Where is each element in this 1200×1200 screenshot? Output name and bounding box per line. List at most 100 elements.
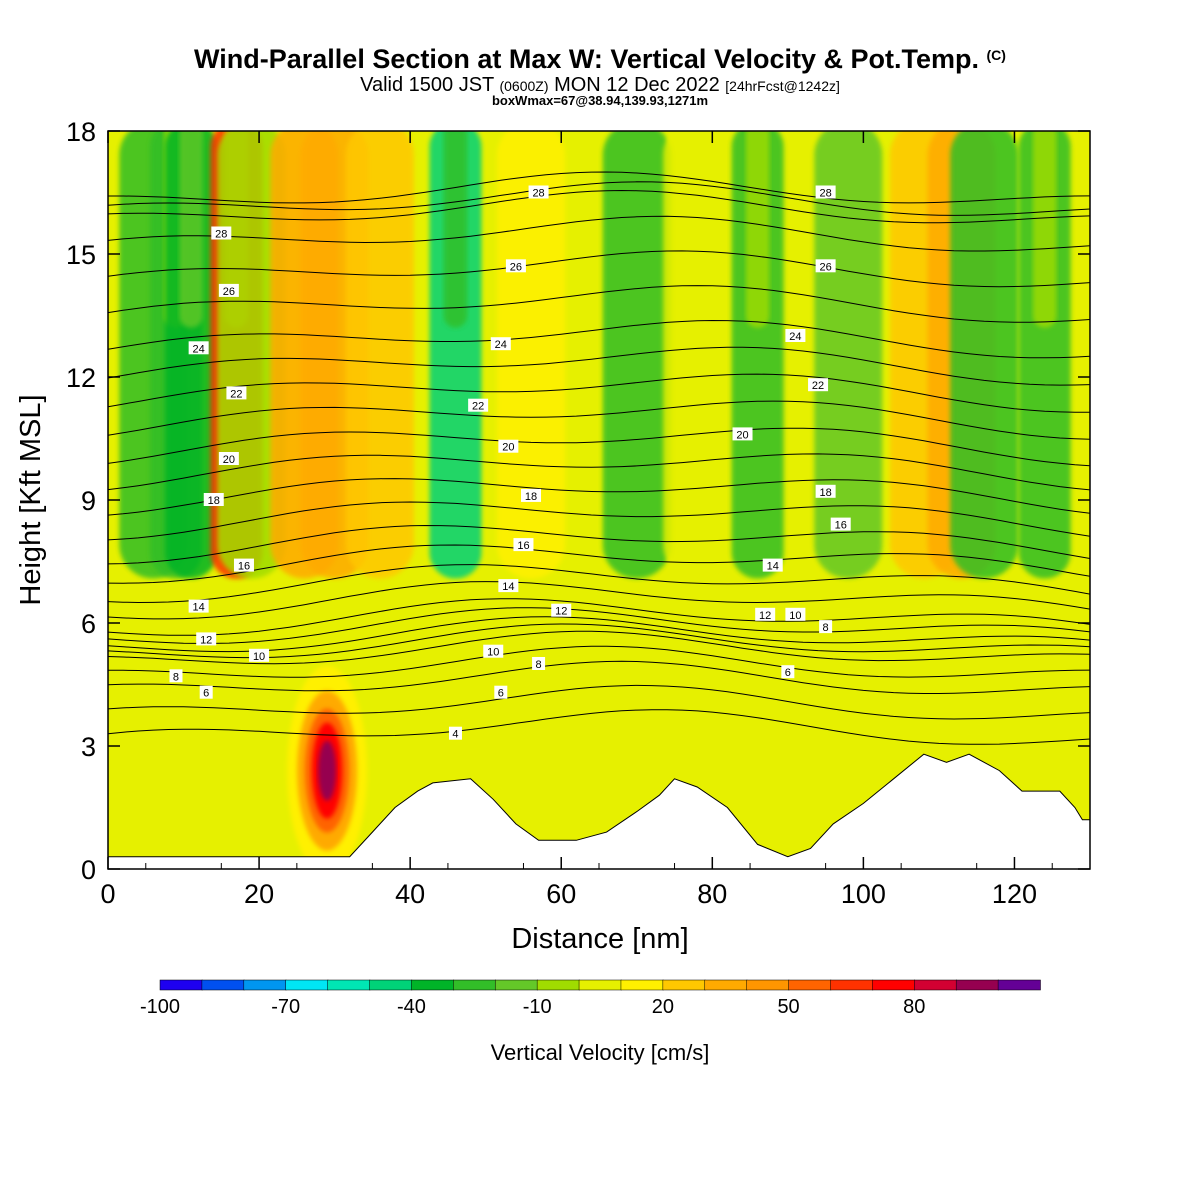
theta-label-text: 8	[173, 671, 179, 683]
velocity-band-7	[345, 131, 414, 579]
theta-label: 18	[521, 488, 542, 503]
theta-contour	[108, 598, 1090, 636]
theta-label: 24	[188, 341, 209, 355]
theta-label: 10	[483, 644, 504, 659]
colorbar-tick-label: -10	[523, 996, 552, 1018]
velocity-band-13	[814, 131, 883, 579]
colorbar-swatch	[662, 979, 706, 991]
theta-contour	[108, 478, 1090, 516]
colorbar-swatch	[411, 979, 455, 991]
theta-label: 10	[249, 648, 270, 663]
colorbar-tick-label: -40	[397, 996, 426, 1018]
x-tick-label: 0	[100, 879, 115, 909]
theta-label-text: 20	[223, 454, 235, 466]
theta-label: 28	[815, 185, 836, 200]
theta-label-text: 16	[517, 540, 529, 552]
x-axis-label: Distance [nm]	[511, 923, 688, 955]
y-tick-label: 9	[81, 486, 96, 516]
theta-contour	[108, 616, 1090, 653]
theta-label: 16	[513, 538, 534, 552]
theta-contour	[108, 215, 1090, 252]
theta-contour	[108, 544, 1090, 584]
theta-contour	[108, 709, 1090, 745]
colorbar-swatch	[997, 979, 1041, 991]
theta-label-text: 12	[759, 610, 771, 622]
colorbar-swatch	[578, 979, 622, 991]
theta-label: 12	[755, 607, 776, 622]
chart-subtitle: Valid 1500 JST (0600Z) MON 12 Dec 2022 […	[0, 74, 1200, 97]
velocity-band-11	[663, 131, 732, 579]
theta-label-text: 6	[498, 688, 504, 700]
colorbar-swatch	[369, 979, 413, 991]
x-tick-label: 40	[395, 879, 425, 909]
x-tick-label: 80	[697, 879, 727, 909]
theta-contour	[108, 373, 1090, 413]
colorbar-swatch	[914, 979, 957, 991]
colorbar-swatch	[201, 979, 245, 991]
theta-contour	[108, 607, 1090, 644]
updraft-contour-4	[318, 740, 337, 801]
colorbar-swatch	[704, 979, 748, 991]
theta-contour	[108, 427, 1090, 467]
theta-label: 28	[211, 226, 232, 241]
x-tick-label: 100	[841, 879, 886, 909]
theta-label: 20	[498, 439, 519, 454]
theta-label-text: 18	[819, 487, 831, 499]
theta-label-text: 20	[502, 442, 514, 454]
theta-label: 26	[815, 259, 836, 273]
theta-label-text: 28	[532, 188, 544, 200]
theta-label: 14	[498, 579, 519, 593]
colorbar-swatch	[453, 979, 496, 991]
theta-label: 18	[203, 493, 224, 507]
colorbar-tick-label: 50	[777, 996, 799, 1018]
theta-label: 20	[218, 452, 239, 466]
theta-label: 18	[815, 484, 836, 499]
theta-label-text: 22	[472, 401, 484, 413]
theta-label-text: 8	[823, 622, 829, 634]
theta-label-text: 14	[193, 602, 205, 614]
velocity-band-core-8	[443, 131, 468, 328]
theta-contour	[108, 660, 1090, 694]
theta-label: 6	[199, 685, 213, 700]
theta-label: 16	[830, 517, 851, 532]
y-tick-label: 12	[66, 363, 96, 393]
theta-label: 14	[762, 558, 783, 573]
theta-contour	[108, 181, 1090, 216]
theta-label: 6	[781, 665, 795, 679]
theta-contour	[108, 524, 1090, 565]
forecast-info: [24hrFcst@1242z]	[725, 78, 840, 94]
theta-label-text: 18	[208, 495, 220, 507]
theta-contour	[108, 319, 1090, 359]
y-tick-label: 3	[81, 732, 96, 762]
theta-label-text: 18	[525, 491, 537, 503]
theta-label-text: 24	[495, 339, 507, 351]
theta-label: 20	[732, 427, 753, 441]
colorbar-swatch	[494, 979, 538, 991]
theta-label-text: 6	[203, 688, 209, 700]
colorbar-swatch	[327, 979, 371, 991]
colorbar-swatch	[536, 979, 580, 991]
velocity-band-12	[731, 131, 784, 579]
y-tick-label: 6	[81, 609, 96, 639]
theta-label: 16	[233, 558, 254, 573]
x-tick-label: 20	[244, 879, 274, 909]
theta-label-text: 24	[193, 343, 205, 355]
colorbar: -100 -70 -40 -10 20 50 80	[140, 979, 1041, 1018]
theta-label-text: 10	[253, 651, 265, 663]
colorbar-label: Vertical Velocity [cm/s]	[490, 1040, 710, 1065]
theta-label: 12	[196, 632, 217, 646]
theta-label: 8	[532, 657, 546, 671]
velocity-band-core-2	[179, 131, 203, 328]
colorbar-swatch	[243, 979, 287, 991]
colorbar-swatch	[746, 979, 790, 991]
theta-label: 26	[505, 259, 526, 273]
theta-contours	[108, 171, 1090, 745]
velocity-band-4	[217, 131, 286, 579]
theta-label: 12	[551, 603, 572, 618]
colorbar-tick-label: 80	[903, 996, 925, 1018]
velocity-band-core-17	[1032, 131, 1057, 328]
theta-label-text: 26	[819, 261, 831, 273]
plot-area: 28 26 24 22 20 18 16 14 12 10 8 6 28 26 24 22 20 18 16 14 12…	[108, 131, 1090, 869]
theta-label-text: 28	[819, 188, 831, 200]
